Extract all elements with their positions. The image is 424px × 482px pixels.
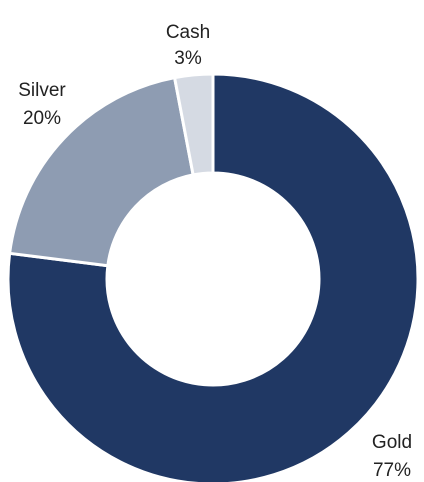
slice-cash xyxy=(172,72,215,177)
label-cash: Cash 3% xyxy=(166,22,210,69)
slice-name-silver: Silver xyxy=(18,80,66,101)
slice-name-cash: Cash xyxy=(166,22,210,43)
label-gold: Gold 77% xyxy=(372,432,412,481)
donut-slices xyxy=(6,72,420,482)
slice-percent-gold: 77% xyxy=(373,460,411,481)
slice-percent-cash: 3% xyxy=(174,48,202,69)
label-silver: Silver 20% xyxy=(18,80,66,129)
slice-name-gold: Gold xyxy=(372,432,412,453)
slice-percent-silver: 20% xyxy=(23,108,61,129)
slice-gold xyxy=(6,72,420,482)
slice-silver xyxy=(7,75,195,268)
